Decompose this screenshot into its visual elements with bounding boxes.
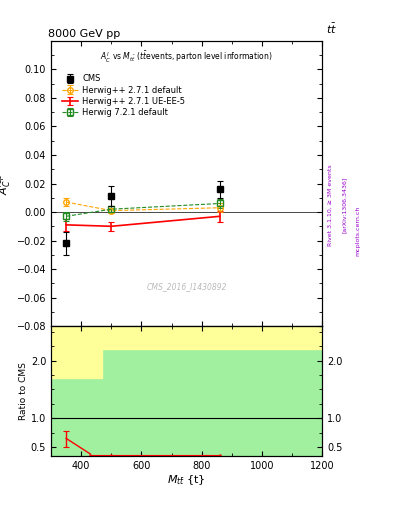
Text: 8000 GeV pp: 8000 GeV pp [48, 29, 121, 39]
Text: [arXiv:1306.3436]: [arXiv:1306.3436] [342, 177, 347, 233]
Text: CMS_2016_I1430892: CMS_2016_I1430892 [147, 282, 227, 291]
X-axis label: $M_{t\bar{t}}$ {t}: $M_{t\bar{t}}$ {t} [167, 473, 206, 487]
Text: mcplots.cern.ch: mcplots.cern.ch [356, 205, 361, 255]
Text: $t\bar{t}$: $t\bar{t}$ [326, 22, 337, 36]
Y-axis label: $A_C^{lep}$: $A_C^{lep}$ [0, 172, 14, 195]
Text: $A_C^l$ vs $M_{t\bar{t}}$ ($t\bar{t}$events, parton level information): $A_C^l$ vs $M_{t\bar{t}}$ ($t\bar{t}$eve… [101, 50, 273, 65]
Legend: CMS, Herwig++ 2.7.1 default, Herwig++ 2.7.1 UE-EE-5, Herwig 7.2.1 default: CMS, Herwig++ 2.7.1 default, Herwig++ 2.… [61, 74, 186, 118]
Text: Rivet 3.1.10, ≥ 3M events: Rivet 3.1.10, ≥ 3M events [328, 164, 333, 246]
Y-axis label: Ratio to CMS: Ratio to CMS [19, 362, 28, 420]
